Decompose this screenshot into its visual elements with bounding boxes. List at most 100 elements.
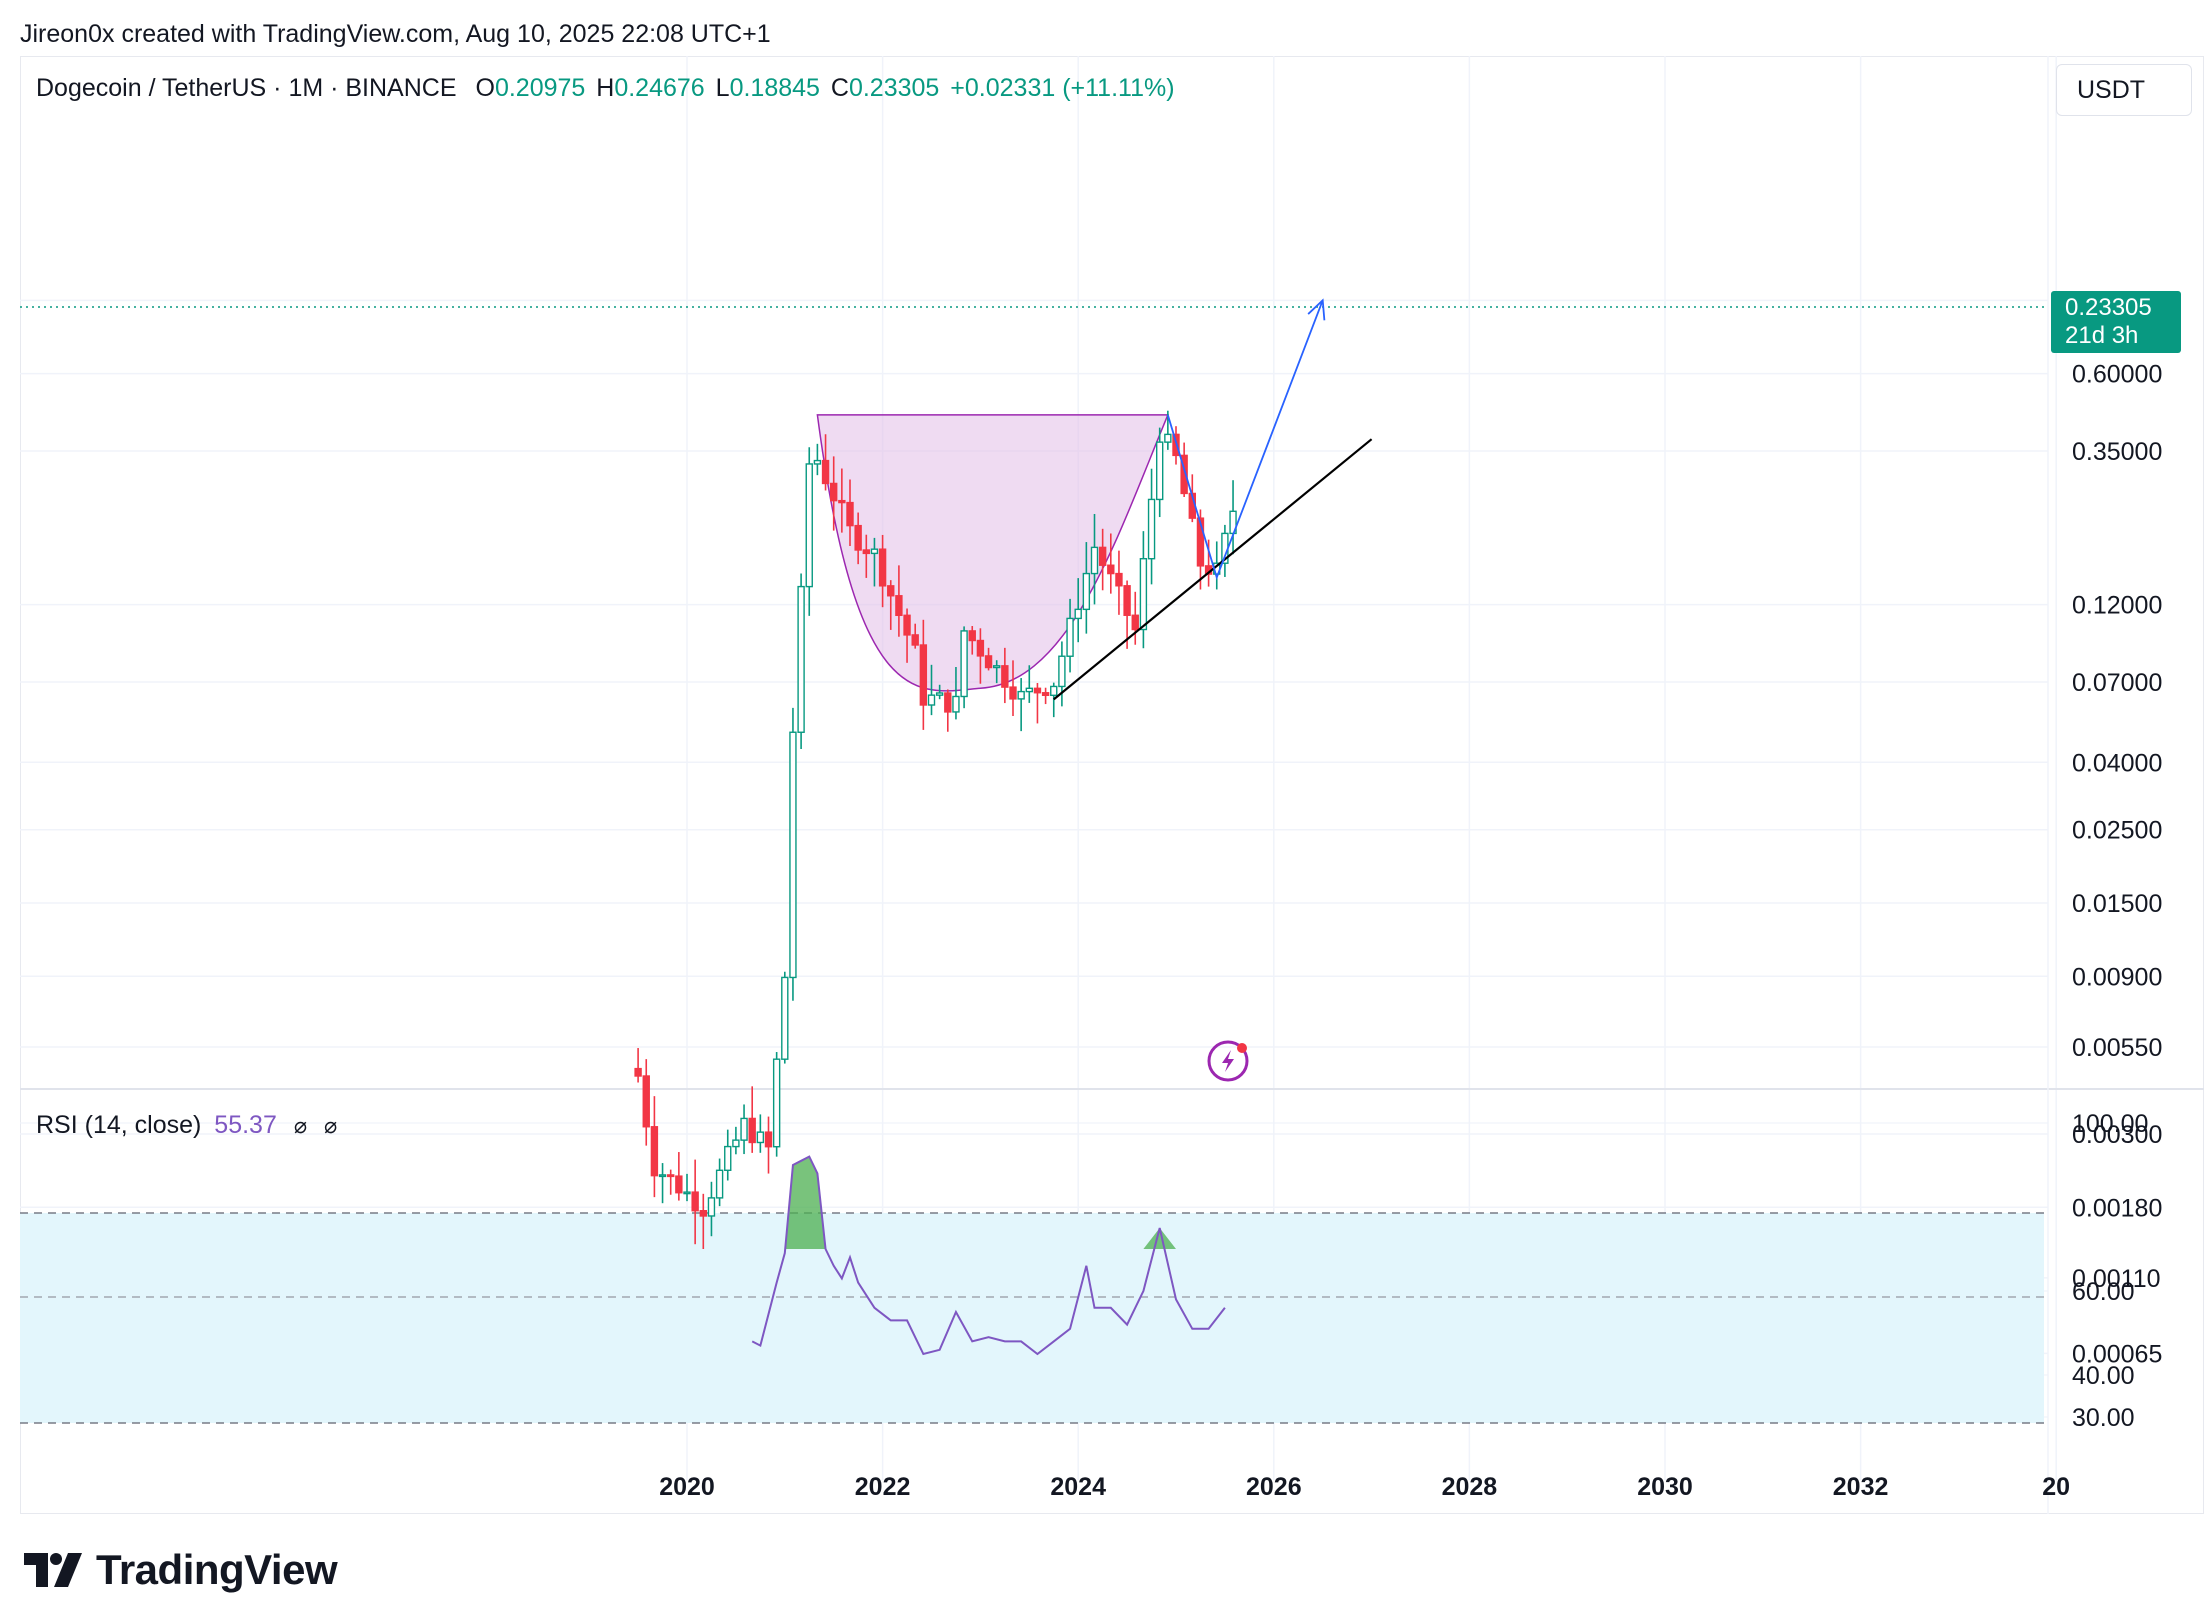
- candle-body: [707, 1197, 716, 1217]
- candle-body: [1033, 687, 1042, 694]
- change-value: +0.02331 (+11.11%): [950, 74, 1175, 102]
- price-axis: 1.000000.600000.350000.120000.070000.040…: [2072, 287, 2162, 1368]
- open-value: 0.20975: [494, 74, 586, 102]
- high-label: H: [596, 74, 615, 102]
- candle-body: [634, 1067, 642, 1077]
- candle-body: [903, 614, 911, 636]
- candle-body: [1180, 454, 1188, 495]
- candle-body: [846, 501, 854, 527]
- candle-body: [968, 630, 976, 642]
- close-label: C: [830, 74, 849, 102]
- candle-body: [732, 1139, 740, 1148]
- candle-body: [854, 524, 862, 551]
- candle-body: [1074, 608, 1082, 620]
- price-tick-label: 0.35000: [2072, 438, 2162, 466]
- candle-body: [699, 1210, 707, 1217]
- price-tick-label: 0.07000: [2072, 669, 2162, 697]
- candle-body: [724, 1145, 732, 1171]
- candle-body: [870, 548, 879, 555]
- price-tick-label: 0.01500: [2072, 890, 2162, 918]
- rsi-line: [751, 1155, 1226, 1356]
- rsi-smoothing-icon[interactable]: ⌀: [324, 1113, 338, 1138]
- candle-body: [813, 459, 822, 465]
- candle-body: [1009, 686, 1017, 700]
- time-tick-label: 2028: [1442, 1473, 1498, 1501]
- high-value: 0.24676: [614, 74, 705, 102]
- price-tick-label: 0.00900: [2072, 963, 2162, 991]
- candle-body: [1066, 617, 1074, 657]
- price-tick-label: 0.02500: [2072, 817, 2162, 845]
- close-value: 0.23305: [848, 74, 940, 102]
- rsi-background-band: [20, 1213, 2044, 1423]
- candle-body: [895, 595, 903, 617]
- candle-body: [756, 1131, 765, 1144]
- tradingview-logo[interactable]: TradingView: [24, 1546, 338, 1593]
- candle-body: [658, 1174, 667, 1178]
- candle-body: [1050, 685, 1058, 697]
- candle-body: [927, 694, 936, 706]
- candle-body: [919, 644, 928, 706]
- time-axis: 2020 2022 2024 2026 2028 2030 2032 20: [659, 1473, 2070, 1501]
- candle-body: [838, 499, 846, 504]
- candle-body: [797, 585, 805, 733]
- candle-body: [944, 692, 952, 713]
- candle-body: [789, 731, 797, 979]
- candle-body: [1107, 564, 1115, 575]
- currency-button[interactable]: USDT: [2056, 64, 2192, 116]
- candle-body: [1196, 517, 1205, 567]
- rsi-value: 55.37: [214, 1111, 277, 1139]
- candlestick-series: [634, 410, 1237, 1250]
- rsi-label: RSI (14, close): [36, 1111, 202, 1139]
- candle-body: [1139, 558, 1148, 631]
- candle-body: [887, 585, 895, 597]
- candle-body: [1115, 572, 1123, 587]
- candle-body: [748, 1117, 756, 1144]
- price-tick-label: 0.04000: [2072, 749, 2162, 777]
- rsi-axis: 100.00 60.00 40.00 30.00: [2072, 1110, 2148, 1432]
- low-value: 0.18845: [729, 74, 820, 102]
- candle-body: [1123, 585, 1131, 616]
- price-tick-label: 0.00065: [2072, 1340, 2162, 1368]
- candle-body: [691, 1191, 699, 1212]
- time-tick-label: 20: [2042, 1473, 2070, 1501]
- rsi-tick-label: 40.00: [2072, 1362, 2135, 1390]
- candle-body: [1147, 498, 1156, 560]
- projection-path: [1166, 300, 1324, 581]
- candle-body: [1090, 546, 1099, 575]
- price-tick-label: 0.00180: [2072, 1194, 2162, 1222]
- candle-body: [984, 655, 993, 669]
- candle-body: [1058, 655, 1066, 688]
- candle-body: [960, 630, 968, 698]
- candle-body: [740, 1117, 748, 1141]
- candle-body: [781, 976, 789, 1060]
- symbol-legend[interactable]: Dogecoin / TetherUS · 1M · BINANCE O0.20…: [36, 74, 1175, 103]
- last-price-tag: 0.23305 21d 3h: [2051, 291, 2181, 353]
- attribution-text: Jireon0x created with TradingView.com, A…: [20, 20, 771, 48]
- tradingview-wordmark: TradingView: [96, 1546, 338, 1593]
- trendline: [1053, 438, 1373, 701]
- candle-body: [1131, 614, 1139, 631]
- rsi-source-icon[interactable]: ⌀: [293, 1113, 308, 1138]
- low-label: L: [715, 74, 730, 102]
- projection-arrow-head: [1307, 298, 1326, 321]
- time-tick-label: 2026: [1246, 1473, 1302, 1501]
- time-tick-label: 2020: [659, 1473, 715, 1501]
- rsi-tick-label: 30.00: [2072, 1404, 2135, 1432]
- open-label: O: [475, 74, 495, 102]
- candle-body: [1082, 572, 1091, 611]
- rsi-legend[interactable]: RSI (14, close) 55.37 ⌀ ⌀: [36, 1111, 337, 1140]
- candle-body: [935, 692, 944, 696]
- candle-body: [772, 1058, 781, 1148]
- candle-body: [1041, 692, 1050, 697]
- candle-body: [642, 1075, 650, 1128]
- candle-body: [993, 665, 1001, 669]
- candle-body: [1155, 441, 1164, 501]
- time-tick-label: 2024: [1050, 1473, 1106, 1501]
- lightning-alert-icon: [1207, 1040, 1249, 1082]
- candle-body: [830, 482, 838, 502]
- candle-body: [683, 1191, 691, 1195]
- candle-body: [821, 459, 830, 485]
- rsi-tick-label: 60.00: [2072, 1278, 2135, 1306]
- price-tick-label: 0.60000: [2072, 361, 2162, 389]
